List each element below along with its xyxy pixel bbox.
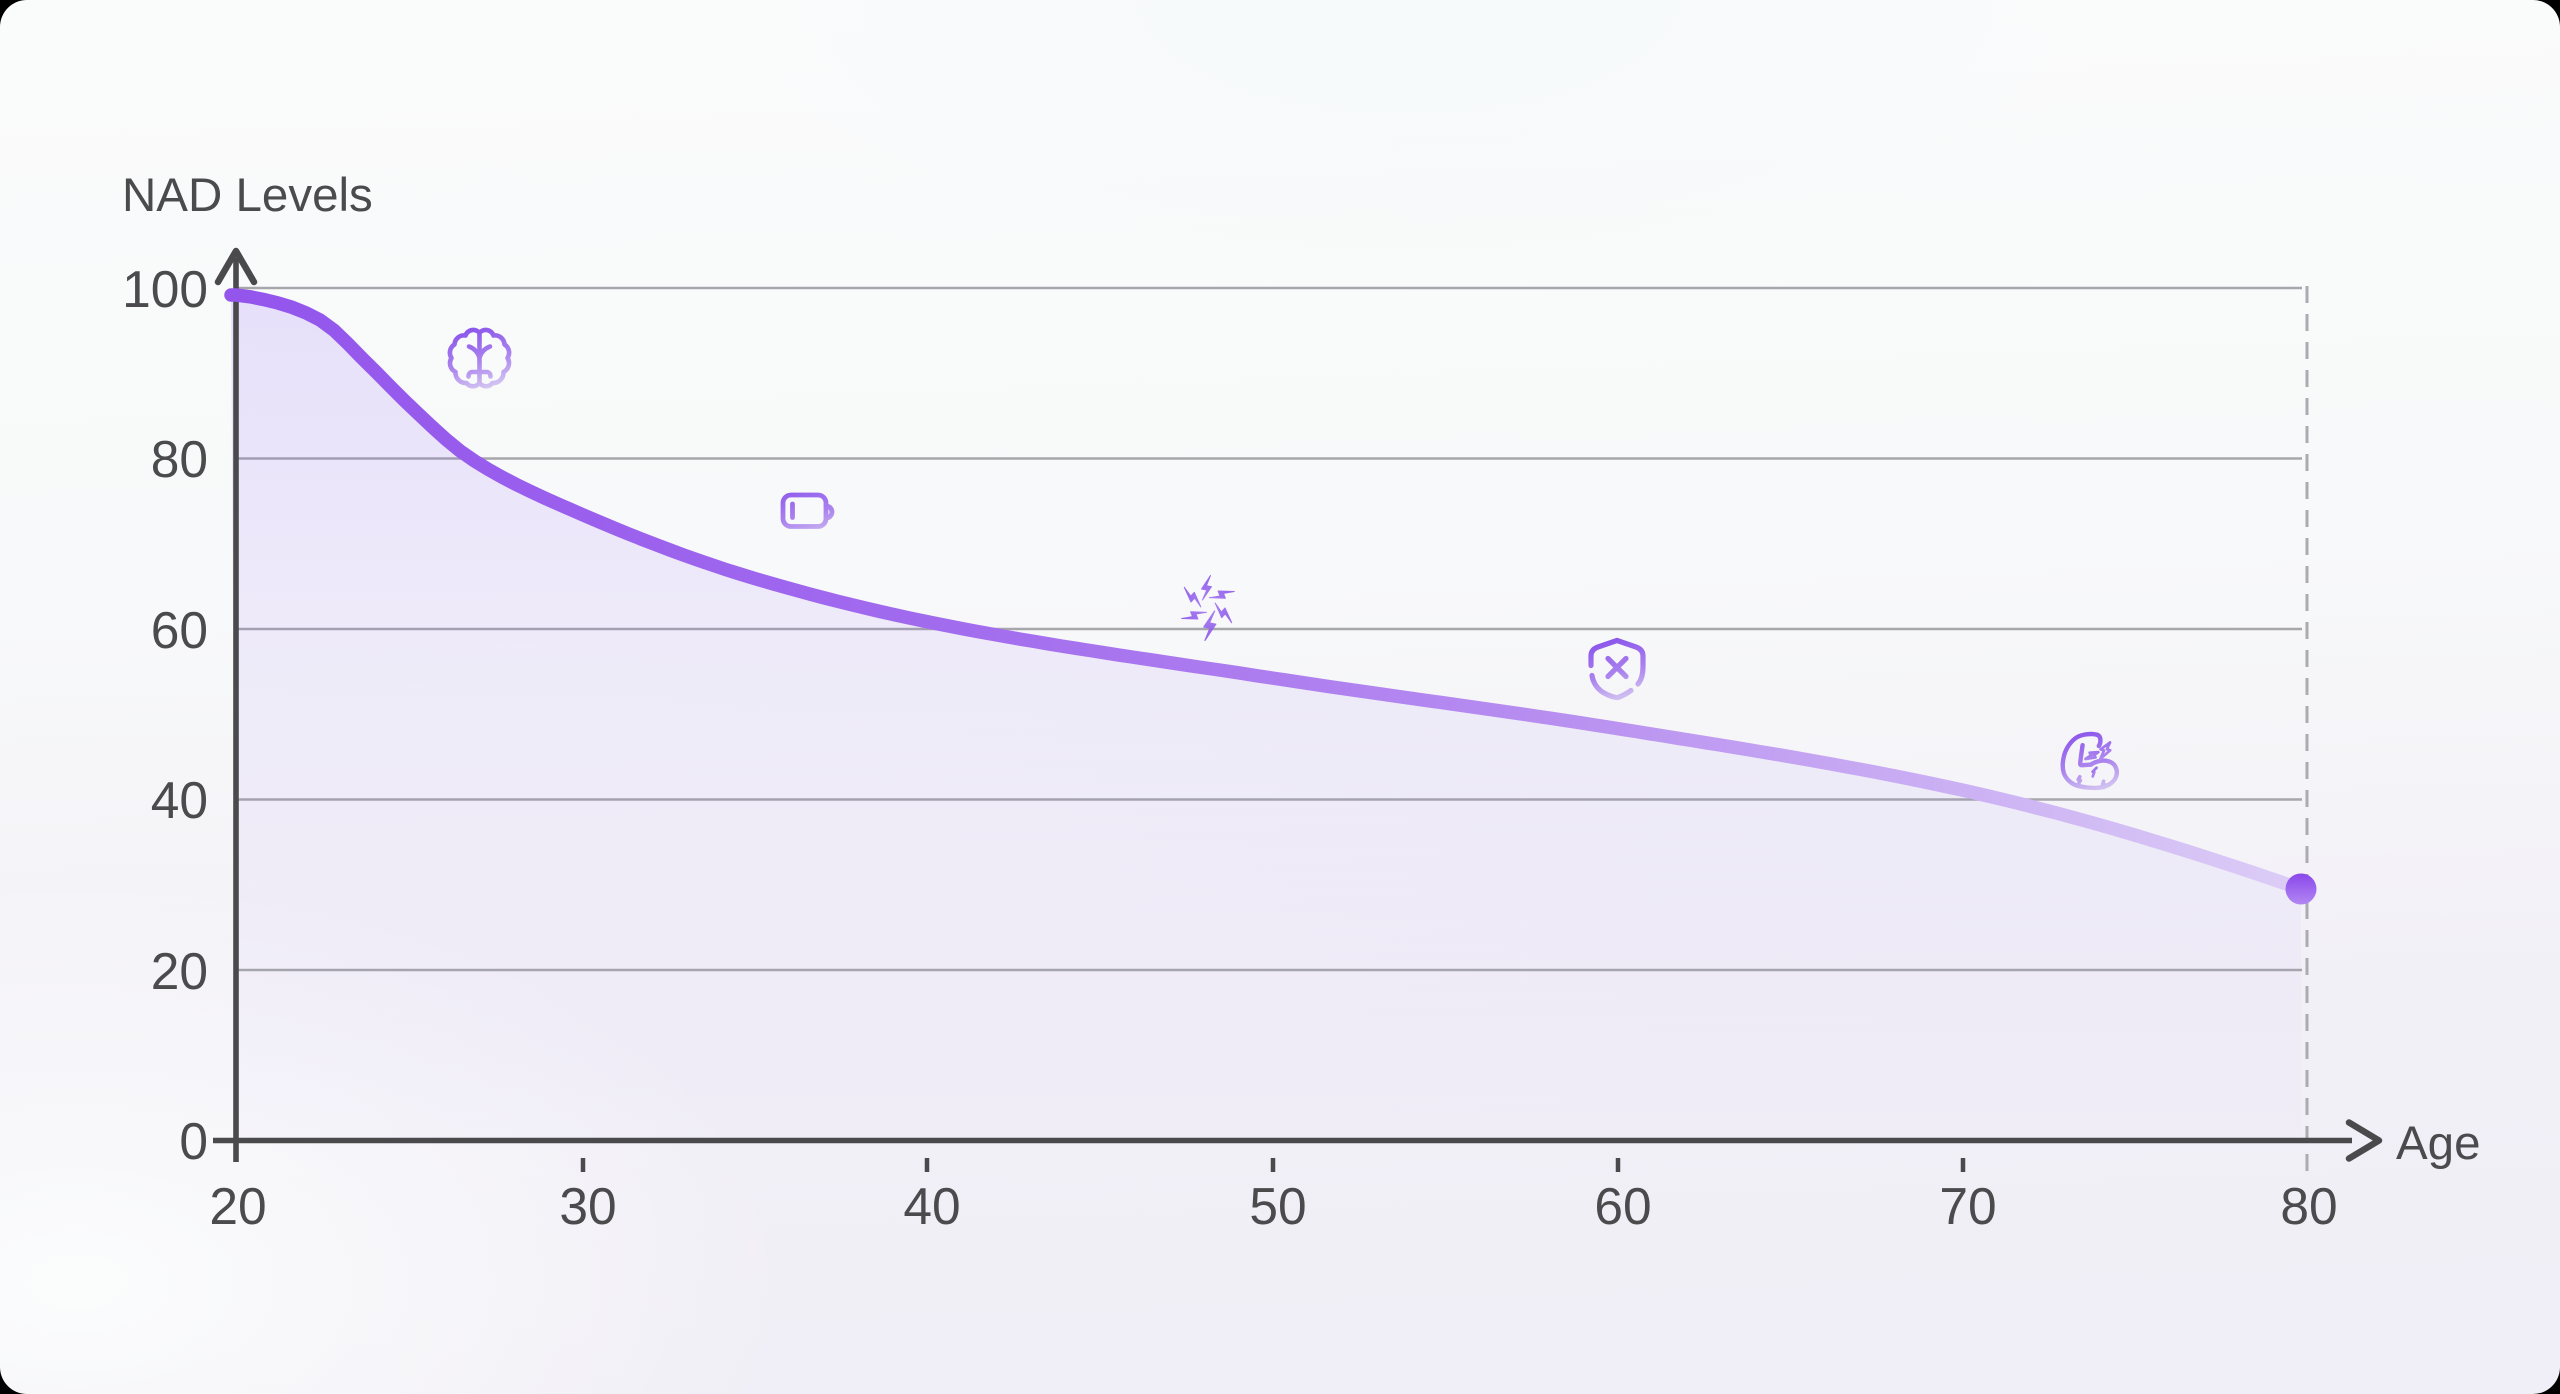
svg-text:NAD Levels: NAD Levels [122,169,373,222]
svg-text:50: 50 [1249,1177,1306,1235]
svg-text:40: 40 [151,771,208,829]
svg-text:60: 60 [151,601,208,659]
svg-text:20: 20 [209,1177,266,1235]
svg-text:70: 70 [1939,1177,1996,1235]
svg-text:30: 30 [559,1177,616,1235]
svg-text:Age: Age [2396,1117,2481,1170]
svg-text:80: 80 [151,430,208,488]
svg-text:100: 100 [122,260,208,318]
svg-text:60: 60 [1594,1177,1651,1235]
svg-text:80: 80 [2280,1177,2337,1235]
svg-text:0: 0 [179,1112,208,1170]
svg-text:40: 40 [903,1177,960,1235]
svg-text:20: 20 [151,942,208,1000]
